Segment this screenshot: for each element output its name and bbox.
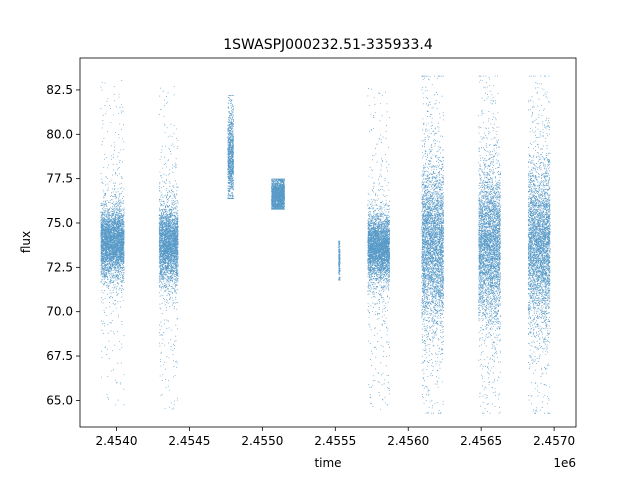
y-tick-label: 65.0 [46,393,73,407]
y-axis: 65.0 67.5 70.0 72.5 75.0 77.5 80.0 82.5 [46,83,80,407]
x-tick-label: 2.4565 [460,434,502,448]
y-tick-label: 67.5 [46,349,73,363]
y-tick-label: 75.0 [46,216,73,230]
y-tick-label: 72.5 [46,260,73,274]
x-tick-label: 2.4545 [168,434,210,448]
x-axis-label: time [314,456,341,470]
y-axis-label: flux [19,231,33,253]
x-tick-label: 2.4560 [387,434,429,448]
y-tick-label: 80.0 [46,127,73,141]
chart-title: 1SWASPJ000232.51-335933.4 [223,37,433,53]
y-tick-label: 82.5 [46,83,73,97]
x-tick-label: 2.4555 [314,434,356,448]
x-tick-label: 2.4550 [241,434,283,448]
x-tick-label: 2.4570 [533,434,575,448]
y-tick-label: 70.0 [46,305,73,319]
x-axis: 2.4540 2.4545 2.4550 2.4555 2.4560 2.4565 2.45… [95,427,575,448]
y-tick-label: 77.5 [46,172,73,186]
plot-frame [79,57,577,428]
x-tick-label: 2.4540 [95,434,137,448]
x-offset-label: 1e6 [553,456,576,470]
